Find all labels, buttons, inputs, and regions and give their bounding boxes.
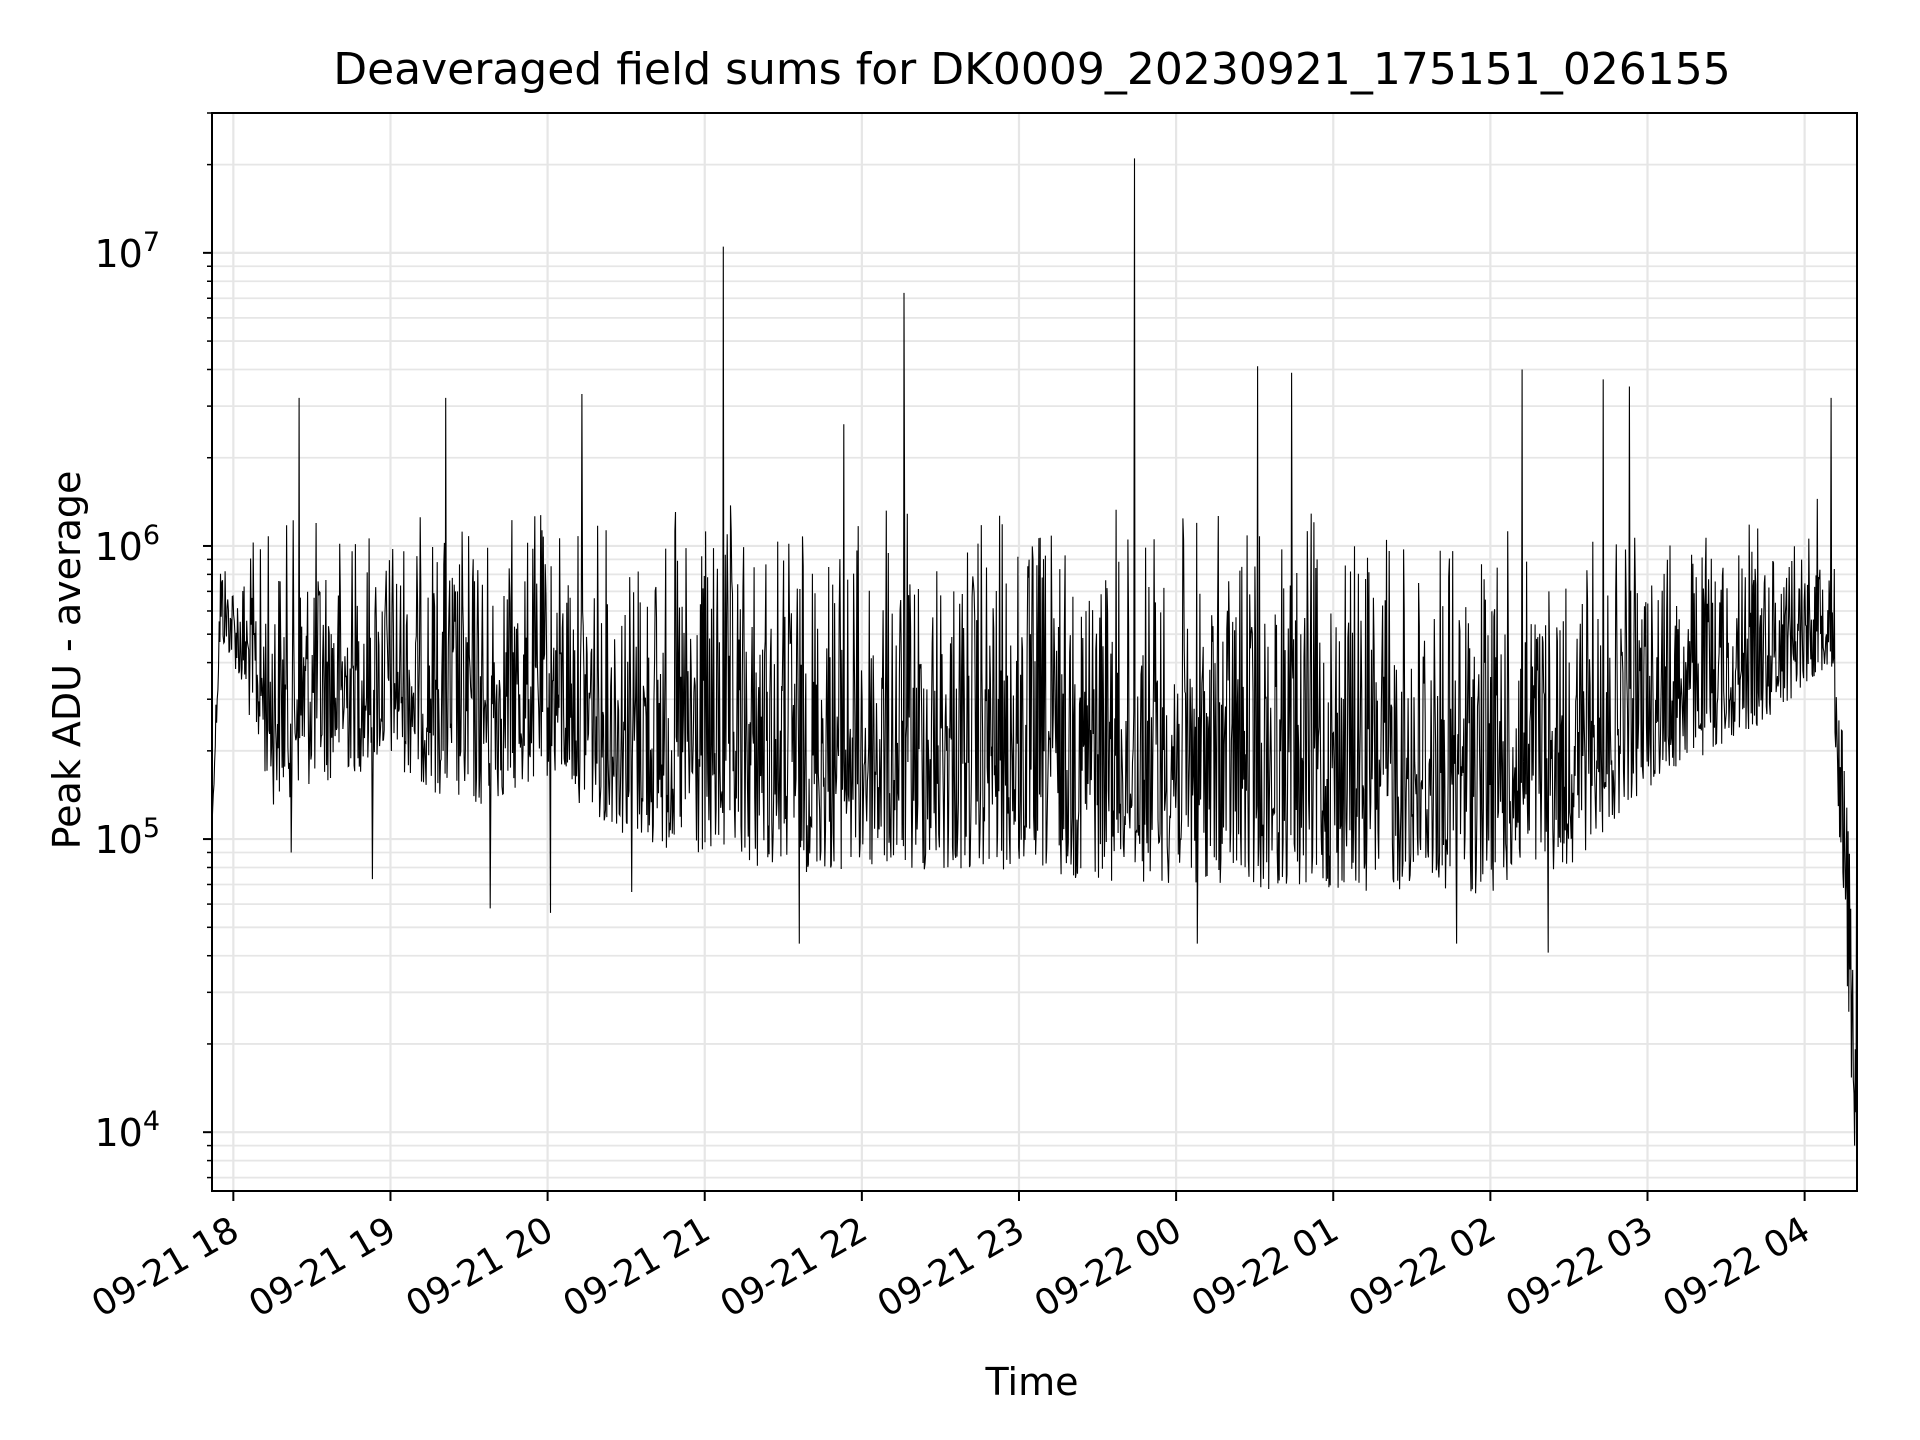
y-axis-label: Peak ADU - average (45, 471, 89, 850)
series-line (211, 158, 1858, 1146)
y-tick-label: 105 (94, 813, 160, 862)
grid-lines (212, 112, 1857, 1191)
y-tick-label: 104 (94, 1106, 160, 1155)
chart-title: Deaveraged field sums for DK0009_2023092… (333, 44, 1731, 95)
plot-frame (211, 112, 1858, 1192)
y-tick-label: 106 (94, 520, 160, 569)
series-path (211, 158, 1858, 1146)
x-axis-label: Time (985, 1360, 1079, 1404)
y-tick-label: 107 (94, 227, 160, 276)
